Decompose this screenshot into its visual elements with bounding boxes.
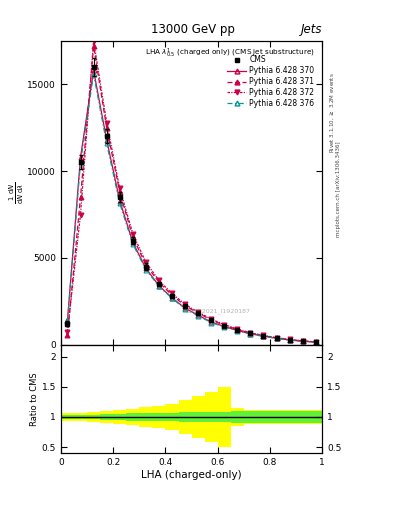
Pythia 6.428 376	[235, 328, 240, 334]
Pythia 6.428 370	[274, 335, 279, 342]
Pythia 6.428 372	[235, 326, 240, 332]
Pythia 6.428 372	[313, 339, 318, 345]
Pythia 6.428 371	[313, 339, 318, 345]
Pythia 6.428 371	[65, 332, 70, 338]
Pythia 6.428 371	[274, 335, 279, 341]
X-axis label: LHA (charged-only): LHA (charged-only)	[141, 470, 242, 480]
Pythia 6.428 372	[156, 278, 161, 284]
Pythia 6.428 372	[300, 338, 305, 344]
Pythia 6.428 370	[130, 239, 135, 245]
Pythia 6.428 370	[170, 295, 174, 301]
Text: mcplots.cern.ch [arXiv:1306.3436]: mcplots.cern.ch [arXiv:1306.3436]	[336, 142, 341, 237]
Pythia 6.428 372	[143, 259, 148, 265]
Text: LHA $\lambda^{1}_{0.5}$ (charged only) (CMS jet substructure): LHA $\lambda^{1}_{0.5}$ (charged only) (…	[145, 47, 314, 60]
Pythia 6.428 376	[300, 338, 305, 345]
Pythia 6.428 371	[156, 279, 161, 285]
Line: Pythia 6.428 370: Pythia 6.428 370	[65, 68, 318, 345]
Pythia 6.428 371	[222, 322, 227, 328]
Pythia 6.428 370	[143, 265, 148, 271]
Pythia 6.428 371	[287, 336, 292, 343]
Pythia 6.428 370	[65, 317, 70, 324]
Pythia 6.428 376	[104, 140, 109, 146]
Y-axis label: Ratio to CMS: Ratio to CMS	[30, 372, 39, 425]
Pythia 6.428 376	[78, 159, 83, 165]
Pythia 6.428 372	[65, 329, 70, 335]
Pythia 6.428 370	[196, 312, 200, 318]
Line: Pythia 6.428 371: Pythia 6.428 371	[65, 44, 318, 345]
Pythia 6.428 376	[183, 306, 187, 312]
Pythia 6.428 371	[118, 189, 122, 195]
Line: Pythia 6.428 376: Pythia 6.428 376	[65, 72, 318, 345]
Pythia 6.428 376	[222, 324, 227, 330]
Pythia 6.428 376	[248, 331, 253, 337]
Pythia 6.428 371	[91, 43, 96, 49]
Pythia 6.428 376	[261, 333, 266, 339]
Pythia 6.428 370	[91, 68, 96, 74]
Pythia 6.428 372	[209, 316, 213, 322]
Pythia 6.428 372	[91, 38, 96, 44]
Pythia 6.428 371	[78, 194, 83, 200]
Pythia 6.428 371	[209, 317, 213, 323]
Legend: CMS, Pythia 6.428 370, Pythia 6.428 371, Pythia 6.428 372, Pythia 6.428 376: CMS, Pythia 6.428 370, Pythia 6.428 371,…	[224, 52, 318, 111]
Pythia 6.428 372	[130, 230, 135, 237]
Pythia 6.428 372	[170, 290, 174, 296]
Pythia 6.428 370	[183, 305, 187, 311]
Pythia 6.428 376	[118, 200, 122, 206]
Pythia 6.428 371	[170, 292, 174, 298]
Pythia 6.428 372	[183, 302, 187, 308]
Pythia 6.428 370	[248, 331, 253, 337]
Pythia 6.428 376	[274, 335, 279, 342]
Pythia 6.428 376	[313, 339, 318, 345]
Pythia 6.428 372	[118, 185, 122, 191]
Pythia 6.428 372	[261, 332, 266, 338]
Pythia 6.428 376	[91, 71, 96, 77]
Pythia 6.428 371	[130, 234, 135, 240]
Text: Jets: Jets	[301, 23, 322, 36]
Y-axis label: $\frac{1}{\mathrm{d}N}\frac{\mathrm{d}N}{\mathrm{d}\lambda}$: $\frac{1}{\mathrm{d}N}\frac{\mathrm{d}N}…	[8, 182, 26, 204]
Pythia 6.428 370	[222, 324, 227, 330]
Pythia 6.428 372	[248, 330, 253, 336]
Pythia 6.428 372	[222, 322, 227, 328]
Pythia 6.428 371	[196, 310, 200, 316]
Line: Pythia 6.428 372: Pythia 6.428 372	[65, 38, 318, 344]
Text: CMS_2021_I1920187: CMS_2021_I1920187	[185, 309, 250, 314]
Pythia 6.428 370	[156, 283, 161, 289]
Pythia 6.428 376	[170, 295, 174, 302]
Pythia 6.428 376	[196, 313, 200, 319]
Pythia 6.428 371	[183, 303, 187, 309]
Pythia 6.428 371	[300, 338, 305, 344]
Pythia 6.428 372	[104, 119, 109, 125]
Pythia 6.428 370	[300, 338, 305, 345]
Pythia 6.428 371	[104, 124, 109, 131]
Pythia 6.428 376	[65, 318, 70, 324]
Text: Rivet 3.1.10, $\geq$ 3.2M events: Rivet 3.1.10, $\geq$ 3.2M events	[328, 72, 336, 153]
Pythia 6.428 370	[261, 333, 266, 339]
Pythia 6.428 376	[156, 283, 161, 289]
Pythia 6.428 370	[235, 327, 240, 333]
Pythia 6.428 371	[261, 333, 266, 339]
Pythia 6.428 370	[287, 337, 292, 343]
Pythia 6.428 370	[104, 137, 109, 143]
Pythia 6.428 371	[143, 262, 148, 268]
Pythia 6.428 370	[118, 198, 122, 204]
Pythia 6.428 376	[143, 267, 148, 273]
Pythia 6.428 372	[78, 211, 83, 218]
Pythia 6.428 376	[130, 241, 135, 247]
Pythia 6.428 372	[196, 309, 200, 315]
Pythia 6.428 372	[287, 336, 292, 343]
Pythia 6.428 372	[274, 334, 279, 340]
Pythia 6.428 370	[313, 339, 318, 345]
Pythia 6.428 371	[235, 327, 240, 333]
Pythia 6.428 376	[287, 337, 292, 343]
Pythia 6.428 376	[209, 319, 213, 326]
Text: 13000 GeV pp: 13000 GeV pp	[151, 23, 235, 36]
Pythia 6.428 371	[248, 330, 253, 336]
Pythia 6.428 370	[209, 319, 213, 325]
Pythia 6.428 370	[78, 154, 83, 160]
